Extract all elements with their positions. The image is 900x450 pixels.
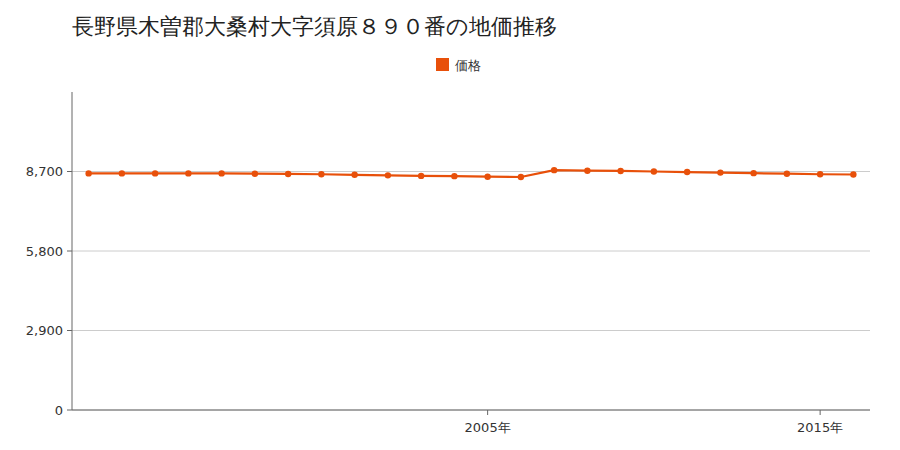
marker [684,169,690,175]
y-tick [67,330,72,331]
chart-container: 長野県木曽郡大桑村大字須原８９０番の地価推移 0 2,900 5,800 8,700 20… [0,0,900,450]
marker [252,170,258,176]
x-tick [820,410,821,415]
grid-line [72,251,870,252]
marker [484,174,490,180]
marker [285,171,291,177]
y-axis: 0 2,900 5,800 8,700 [26,92,72,418]
y-tick-label: 0 [55,403,63,418]
x-tick-label: 2015年 [797,420,843,435]
marker [152,170,158,176]
x-tick [487,410,488,415]
marker [551,167,557,173]
marker [85,170,91,176]
series-line [89,170,854,177]
marker [218,170,224,176]
title: 長野県木曽郡大桑村大字須原８９０番の地価推移 [72,14,557,39]
legend-swatch [436,58,449,71]
marker [451,173,457,179]
y-tick [67,171,72,172]
marker [817,171,823,177]
x-tick-label: 2005年 [465,420,511,435]
plot-area [85,167,856,180]
y-tick-label: 8,700 [26,164,63,179]
x-axis: 2005年 2015年 [72,410,870,435]
legend: 価格 [436,58,481,73]
grid-line [72,171,870,172]
marker [318,171,324,177]
grid-line [72,410,870,411]
marker [119,170,125,176]
chart-svg: 長野県木曽郡大桑村大字須原８９０番の地価推移 0 2,900 5,800 8,700 20… [0,0,900,450]
marker [651,168,657,174]
y-tick [67,251,72,252]
marker [351,172,357,178]
x-axis-line [72,410,870,411]
marker [850,171,856,177]
marker [385,172,391,178]
marker [784,170,790,176]
grid [72,172,870,411]
marker [750,170,756,176]
marker [617,168,623,174]
grid-line [72,330,870,331]
y-tick-label: 5,800 [26,244,63,259]
legend-label: 価格 [455,58,481,73]
marker [717,169,723,175]
marker [518,174,524,180]
marker [584,167,590,173]
y-tick [67,410,72,411]
y-tick-label: 2,900 [26,323,63,338]
y-axis-line [72,92,73,410]
marker [185,170,191,176]
marker [418,173,424,179]
